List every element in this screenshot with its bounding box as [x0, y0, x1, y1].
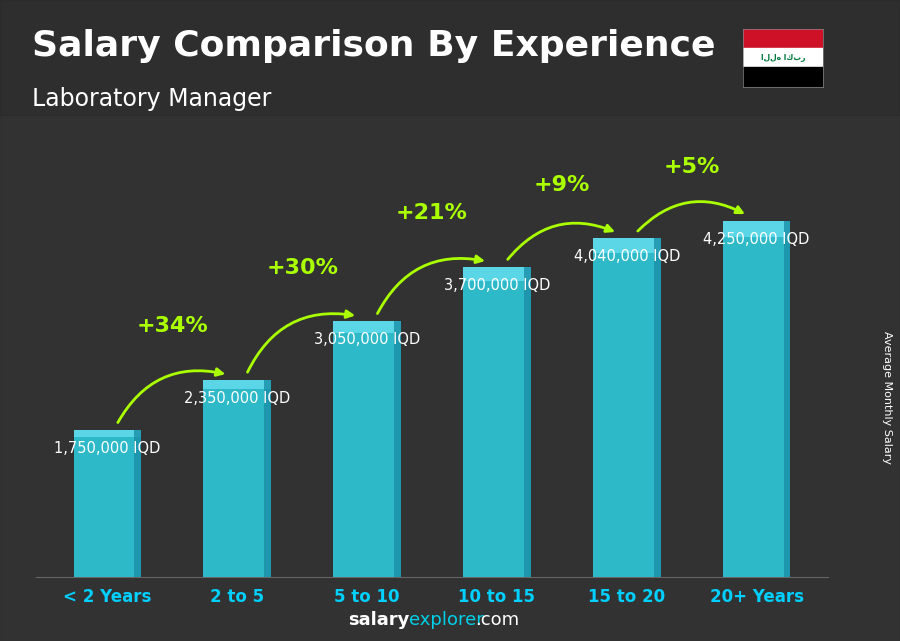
Text: 3,050,000 IQD: 3,050,000 IQD — [314, 332, 420, 347]
Bar — [742, 29, 824, 48]
Bar — [464, 267, 531, 577]
Text: Salary Comparison By Experience: Salary Comparison By Experience — [32, 29, 715, 63]
Bar — [723, 221, 790, 237]
Bar — [464, 267, 531, 281]
Bar — [784, 221, 790, 577]
Bar — [74, 430, 141, 437]
Text: +5%: +5% — [663, 157, 720, 177]
Text: +30%: +30% — [266, 258, 338, 278]
Text: +9%: +9% — [534, 174, 590, 195]
Text: +34%: +34% — [137, 316, 208, 337]
Bar — [333, 321, 400, 577]
Text: .com: .com — [475, 612, 519, 629]
Bar — [394, 321, 400, 577]
Text: 4,250,000 IQD: 4,250,000 IQD — [704, 231, 810, 247]
Bar — [333, 321, 400, 333]
Text: Laboratory Manager: Laboratory Manager — [32, 87, 271, 110]
Text: salary: salary — [348, 612, 410, 629]
Bar — [723, 221, 790, 577]
Text: الله اكبر: الله اكبر — [760, 53, 806, 62]
Text: +21%: +21% — [396, 203, 468, 223]
Bar — [74, 430, 141, 577]
Bar — [203, 380, 271, 577]
Text: 1,750,000 IQD: 1,750,000 IQD — [54, 441, 160, 456]
Bar — [0, 0, 900, 115]
Bar — [593, 238, 661, 253]
Bar — [593, 238, 661, 577]
Bar — [265, 380, 271, 577]
Text: 3,700,000 IQD: 3,700,000 IQD — [444, 278, 550, 293]
Bar — [203, 380, 271, 389]
Bar — [742, 48, 824, 67]
Text: 4,040,000 IQD: 4,040,000 IQD — [573, 249, 680, 264]
Text: explorer: explorer — [410, 612, 484, 629]
Text: 2,350,000 IQD: 2,350,000 IQD — [184, 391, 291, 406]
Bar — [742, 67, 824, 87]
Bar — [653, 238, 661, 577]
Text: Average Monthly Salary: Average Monthly Salary — [881, 331, 892, 464]
Bar — [134, 430, 141, 577]
Bar — [524, 267, 531, 577]
